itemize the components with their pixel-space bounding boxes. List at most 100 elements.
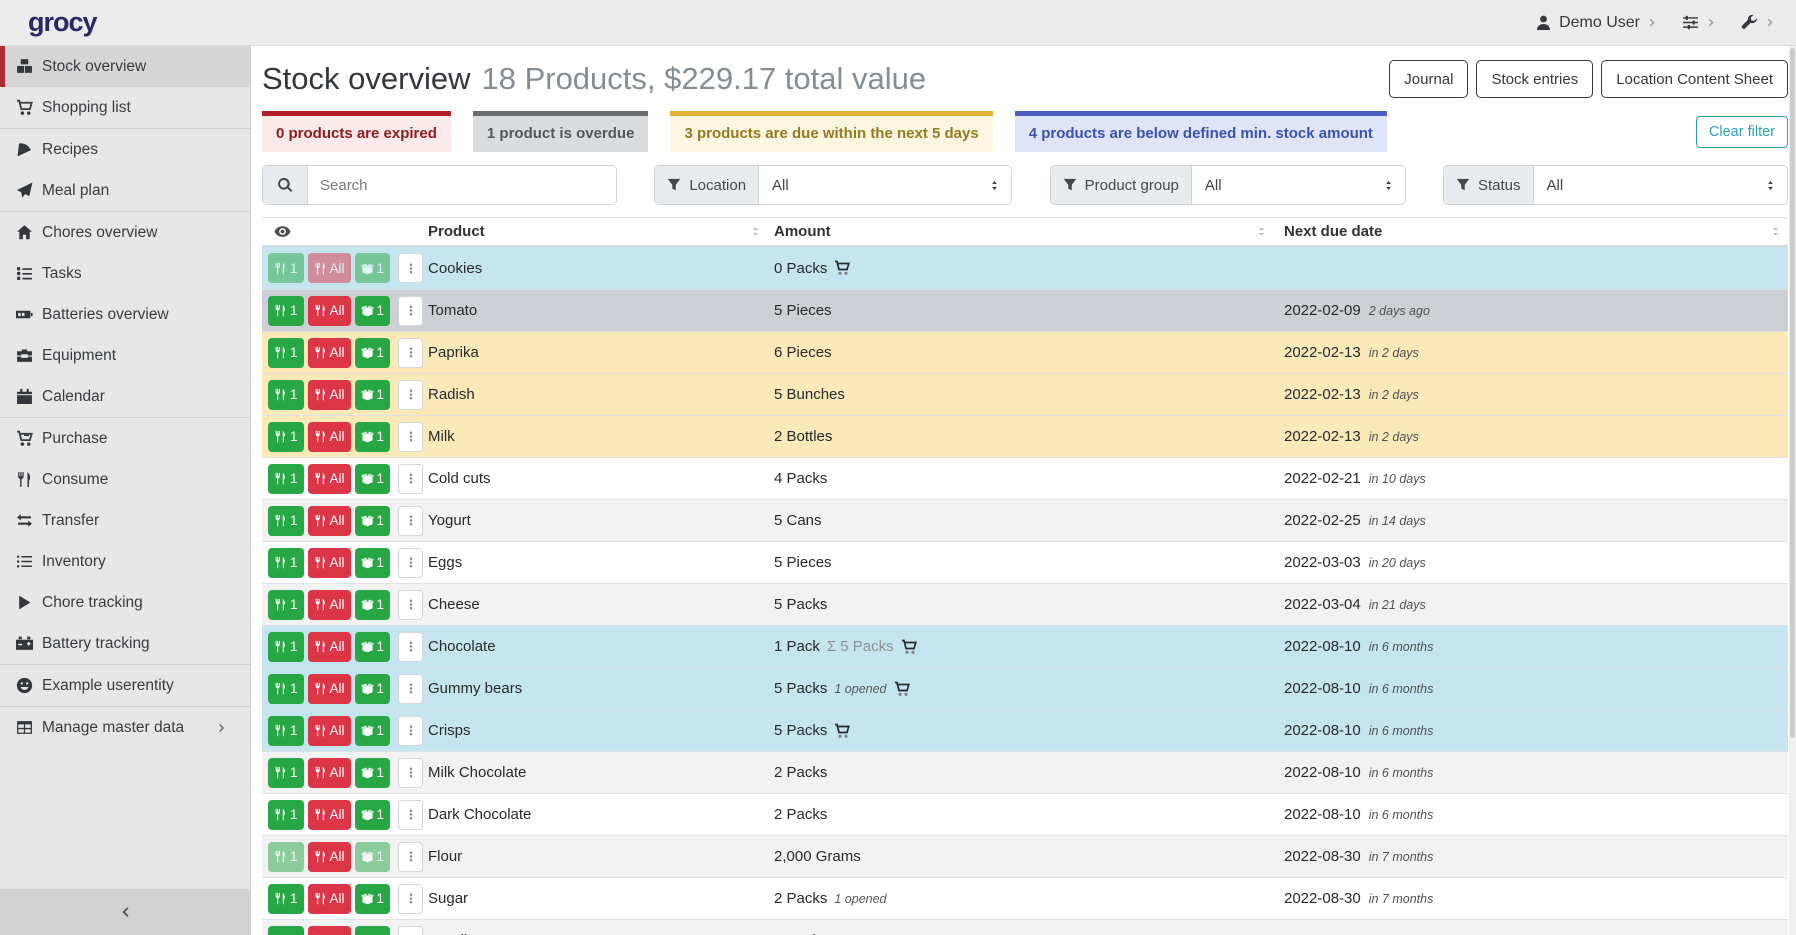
sidebar-item-consume[interactable]: Consume (0, 459, 250, 500)
open-one-button[interactable]: 1 (354, 841, 391, 872)
consume-one-button[interactable]: 1 (268, 673, 304, 704)
sidebar-item-chore-tracking[interactable]: Chore tracking (0, 582, 250, 623)
consume-one-button[interactable]: 1 (268, 841, 304, 872)
status-card-overdue[interactable]: 1 product is overdue (472, 111, 649, 152)
open-one-button[interactable]: 1 (354, 673, 391, 704)
row-menu-button[interactable] (398, 547, 424, 578)
sidebar-item-chores-overview[interactable]: Chores overview (0, 212, 250, 253)
open-one-button[interactable]: 1 (354, 799, 391, 830)
sidebar-item-inventory[interactable]: Inventory (0, 541, 250, 582)
consume-one-button[interactable]: 1 (268, 799, 304, 830)
open-one-button[interactable]: 1 (354, 589, 391, 620)
sidebar-item-manage-master-data[interactable]: Manage master data (0, 707, 250, 748)
consume-one-button[interactable]: 1 (268, 463, 304, 494)
consume-one-button[interactable]: 1 (268, 253, 304, 283)
consume-one-button[interactable]: 1 (268, 337, 304, 368)
status-card-expired[interactable]: 0 products are expired (262, 111, 451, 152)
row-menu-button[interactable] (398, 295, 424, 326)
sidebar-item-batteries-overview[interactable]: Batteries overview (0, 294, 250, 335)
location-select[interactable]: All (759, 166, 1011, 204)
row-menu-button[interactable] (398, 673, 424, 704)
consume-all-button[interactable]: All (307, 841, 351, 872)
sidebar-item-example-userentity[interactable]: Example userentity (0, 665, 250, 706)
consume-one-button[interactable]: 1 (268, 421, 304, 452)
visibility-column-header[interactable] (262, 218, 428, 245)
consume-all-button[interactable]: All (307, 295, 351, 326)
row-menu-button[interactable] (398, 589, 424, 620)
location-content-sheet-button[interactable]: Location Content Sheet (1601, 60, 1788, 98)
amount-column-header[interactable]: Amount (774, 218, 1284, 245)
consume-one-button[interactable]: 1 (268, 379, 304, 410)
open-one-button[interactable]: 1 (354, 547, 391, 578)
consume-one-button[interactable]: 1 (268, 925, 304, 935)
open-one-button[interactable]: 1 (354, 757, 391, 788)
sidebar-collapse-button[interactable] (0, 889, 250, 935)
consume-all-button[interactable]: All (307, 253, 351, 283)
open-one-button[interactable]: 1 (354, 421, 391, 452)
consume-one-button[interactable]: 1 (268, 715, 304, 746)
consume-all-button[interactable]: All (307, 757, 351, 788)
sidebar-item-meal-plan[interactable]: Meal plan (0, 170, 250, 211)
grocy-logo[interactable]: grocy (28, 7, 98, 37)
row-menu-button[interactable] (398, 883, 424, 914)
row-menu-button[interactable] (398, 253, 424, 283)
row-menu-button[interactable] (398, 379, 424, 410)
row-menu-button[interactable] (398, 799, 424, 830)
row-menu-button[interactable] (398, 925, 424, 935)
consume-all-button[interactable]: All (307, 883, 351, 914)
row-menu-button[interactable] (398, 757, 424, 788)
open-one-button[interactable]: 1 (354, 253, 391, 283)
clear-filter-button[interactable]: Clear filter (1695, 115, 1788, 148)
admin-tools-menu[interactable] (1741, 14, 1776, 31)
row-menu-button[interactable] (398, 421, 424, 452)
consume-all-button[interactable]: All (307, 505, 351, 536)
sidebar-item-stock-overview[interactable]: Stock overview (0, 46, 250, 87)
open-one-button[interactable]: 1 (354, 337, 391, 368)
consume-all-button[interactable]: All (307, 421, 351, 452)
status-card-below-min-stock[interactable]: 4 products are below defined min. stock … (1014, 111, 1387, 152)
status-card-due-soon[interactable]: 3 products are due within the next 5 day… (670, 111, 993, 152)
open-one-button[interactable]: 1 (354, 883, 391, 914)
sidebar-item-battery-tracking[interactable]: Battery tracking (0, 623, 250, 664)
sidebar-item-transfer[interactable]: Transfer (0, 500, 250, 541)
row-menu-button[interactable] (398, 841, 424, 872)
open-one-button[interactable]: 1 (354, 505, 391, 536)
consume-all-button[interactable]: All (307, 631, 351, 662)
settings-menu[interactable] (1682, 14, 1717, 31)
open-one-button[interactable]: 1 (354, 379, 391, 410)
row-menu-button[interactable] (398, 463, 424, 494)
open-one-button[interactable]: 1 (354, 295, 391, 326)
consume-all-button[interactable]: All (307, 799, 351, 830)
open-one-button[interactable]: 1 (354, 715, 391, 746)
page-scrollbar[interactable] (1789, 46, 1796, 935)
row-menu-button[interactable] (398, 631, 424, 662)
consume-one-button[interactable]: 1 (268, 631, 304, 662)
consume-all-button[interactable]: All (307, 589, 351, 620)
consume-all-button[interactable]: All (307, 715, 351, 746)
consume-all-button[interactable]: All (307, 379, 351, 410)
consume-all-button[interactable]: All (307, 337, 351, 368)
next-due-date-column-header[interactable]: Next due date (1284, 218, 1788, 245)
consume-one-button[interactable]: 1 (268, 757, 304, 788)
open-one-button[interactable]: 1 (354, 925, 391, 935)
row-menu-button[interactable] (398, 505, 424, 536)
consume-one-button[interactable]: 1 (268, 547, 304, 578)
row-menu-button[interactable] (398, 337, 424, 368)
open-one-button[interactable]: 1 (354, 631, 391, 662)
scrollbar-thumb[interactable] (1790, 48, 1795, 738)
row-menu-button[interactable] (398, 715, 424, 746)
consume-one-button[interactable]: 1 (268, 505, 304, 536)
sidebar-item-purchase[interactable]: Purchase (0, 418, 250, 459)
product-column-header[interactable]: Product (428, 218, 774, 245)
consume-one-button[interactable]: 1 (268, 883, 304, 914)
consume-all-button[interactable]: All (307, 547, 351, 578)
open-one-button[interactable]: 1 (354, 463, 391, 494)
user-menu[interactable]: Demo User (1535, 14, 1658, 32)
sidebar-item-calendar[interactable]: Calendar (0, 376, 250, 417)
sidebar-item-shopping-list[interactable]: Shopping list (0, 87, 250, 128)
sidebar-item-tasks[interactable]: Tasks (0, 253, 250, 294)
consume-all-button[interactable]: All (307, 673, 351, 704)
journal-button[interactable]: Journal (1389, 60, 1469, 98)
sidebar-item-equipment[interactable]: Equipment (0, 335, 250, 376)
status-select[interactable]: All (1534, 166, 1787, 204)
